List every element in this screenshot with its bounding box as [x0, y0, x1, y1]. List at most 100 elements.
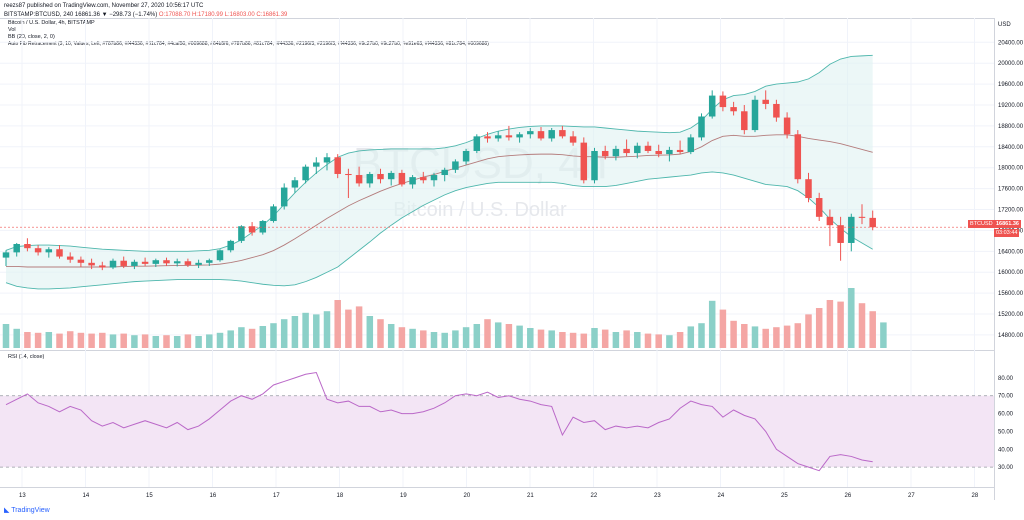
candle-body: [34, 248, 42, 253]
volume-bar: [430, 332, 438, 348]
volume-bar: [494, 322, 502, 348]
price-tick-label: 15600.00: [998, 291, 1024, 297]
volume-bar: [420, 330, 427, 348]
candle-body: [634, 145, 641, 154]
volume-bar: [206, 334, 213, 348]
legend-fib[interactable]: Auto Fib Retracement (3, 10, Values, Lef…: [8, 41, 489, 47]
volume-bar: [805, 314, 812, 348]
rsi-tick-label: 30.00: [998, 465, 1014, 471]
price-tick-label: 18000.00: [998, 166, 1024, 172]
candle-body: [794, 134, 802, 180]
candle-body: [601, 150, 609, 157]
candle-body: [152, 260, 160, 264]
candle-body: [163, 260, 170, 264]
volume-bar: [569, 332, 577, 348]
candle-body: [655, 150, 662, 155]
candle-body: [548, 130, 555, 139]
volume-bar: [334, 300, 341, 348]
candle-body: [45, 249, 53, 253]
volume-bar: [2, 324, 10, 348]
candle-body: [676, 149, 684, 153]
candle-body: [420, 177, 427, 181]
price-tick-label: 16400.00: [998, 249, 1024, 255]
price-tick-label: 20400.00: [998, 40, 1024, 46]
volume-bar: [473, 324, 481, 348]
volume-bar: [655, 334, 662, 348]
volume-bar: [323, 311, 331, 348]
price-tick-label: 18800.00: [998, 124, 1024, 130]
candle-body: [291, 180, 299, 188]
candle-body: [858, 216, 866, 218]
volume-bar: [559, 332, 566, 348]
pane-separator[interactable]: [0, 350, 994, 351]
volume-bar: [195, 336, 202, 348]
time-tick-label: 15: [146, 493, 153, 499]
candle-body: [644, 145, 652, 151]
candle-body: [687, 137, 695, 153]
candle-body: [216, 250, 224, 261]
bollinger-band-fill: [6, 55, 873, 289]
volume-bar: [227, 330, 234, 348]
candle-body: [869, 217, 876, 228]
candle-body: [195, 262, 202, 265]
candle-body: [248, 226, 256, 233]
volume-bar: [173, 336, 181, 348]
volume-bar: [837, 301, 844, 348]
candle-body: [741, 111, 748, 131]
candle-body: [377, 173, 384, 180]
volume-bar: [719, 309, 727, 348]
volume-bar: [13, 328, 20, 348]
volume-bar: [366, 316, 374, 348]
volume-bar: [441, 332, 448, 348]
candle-body: [259, 221, 267, 233]
tradingview-logo[interactable]: ◣ TradingView: [4, 506, 50, 514]
time-tick-label: 16: [210, 493, 217, 499]
legend-bb[interactable]: BB (20, close, 2, 0): [8, 34, 55, 40]
candle-body: [484, 136, 491, 139]
volume-bar: [120, 333, 127, 348]
volume-bar: [880, 322, 887, 348]
volume-bar: [815, 308, 823, 348]
candle-body: [227, 240, 234, 251]
legend-rsi[interactable]: RSI (14, close): [8, 354, 45, 360]
candle-body: [173, 261, 181, 264]
rsi-tick-label: 40.00: [998, 447, 1014, 453]
volume-bar: [270, 323, 277, 348]
candle-body: [751, 99, 759, 131]
time-tick-label: 27: [908, 493, 915, 499]
volume-bar: [612, 332, 620, 348]
candle-body: [88, 262, 95, 266]
volume-bar: [109, 334, 117, 348]
candle-body: [837, 225, 844, 243]
legend-vol[interactable]: Vol: [8, 27, 16, 33]
candle-body: [730, 107, 737, 112]
price-tick-label: 19200.00: [998, 103, 1024, 109]
symbol-price: BITSTAMP:BTCUSD, 240 16861.36 ▼ −298.73 …: [4, 12, 158, 18]
candle-body: [580, 142, 588, 181]
volume-bar: [623, 330, 630, 348]
price-axis-border: [994, 18, 995, 500]
candle-body: [109, 260, 117, 268]
watermark-name: Bitcoin / U.S. Dollar: [393, 199, 567, 221]
candle-body: [206, 260, 213, 263]
candle-body: [66, 256, 74, 260]
volume-bar: [387, 324, 395, 348]
candle-body: [99, 265, 106, 268]
time-tick-label: 22: [591, 493, 598, 499]
volume-bar: [313, 314, 320, 348]
candle-body: [623, 148, 630, 154]
volume-bar: [409, 328, 416, 348]
candle-body: [56, 249, 63, 257]
rsi-tick-label: 80.00: [998, 376, 1014, 382]
volume-bar: [687, 326, 695, 348]
volume-bar: [762, 328, 769, 348]
volume-bar: [34, 332, 42, 348]
last-price-badge: 16861.36: [994, 220, 1021, 228]
candle-body: [430, 175, 438, 181]
legend-title[interactable]: Bitcoin / U.S. Dollar, 4h, BITSTAMP: [8, 20, 95, 26]
symbol-line: BITSTAMP:BTCUSD, 240 16861.36 ▼ −298.73 …: [4, 11, 287, 19]
candle-body: [591, 150, 598, 181]
candle-body: [569, 136, 577, 143]
volume-bar: [826, 300, 834, 348]
